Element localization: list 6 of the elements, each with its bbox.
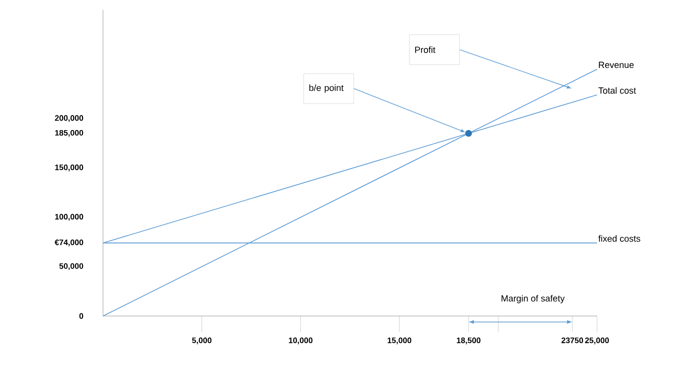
- series-label: fixed costs: [598, 235, 640, 242]
- annotation: Profit: [415, 46, 436, 53]
- series-label: Revenue: [598, 62, 634, 68]
- annotation: Margin of safety: [502, 294, 565, 304]
- annotation: b/e point: [309, 84, 344, 93]
- series-label: Total cost: [598, 87, 636, 94]
